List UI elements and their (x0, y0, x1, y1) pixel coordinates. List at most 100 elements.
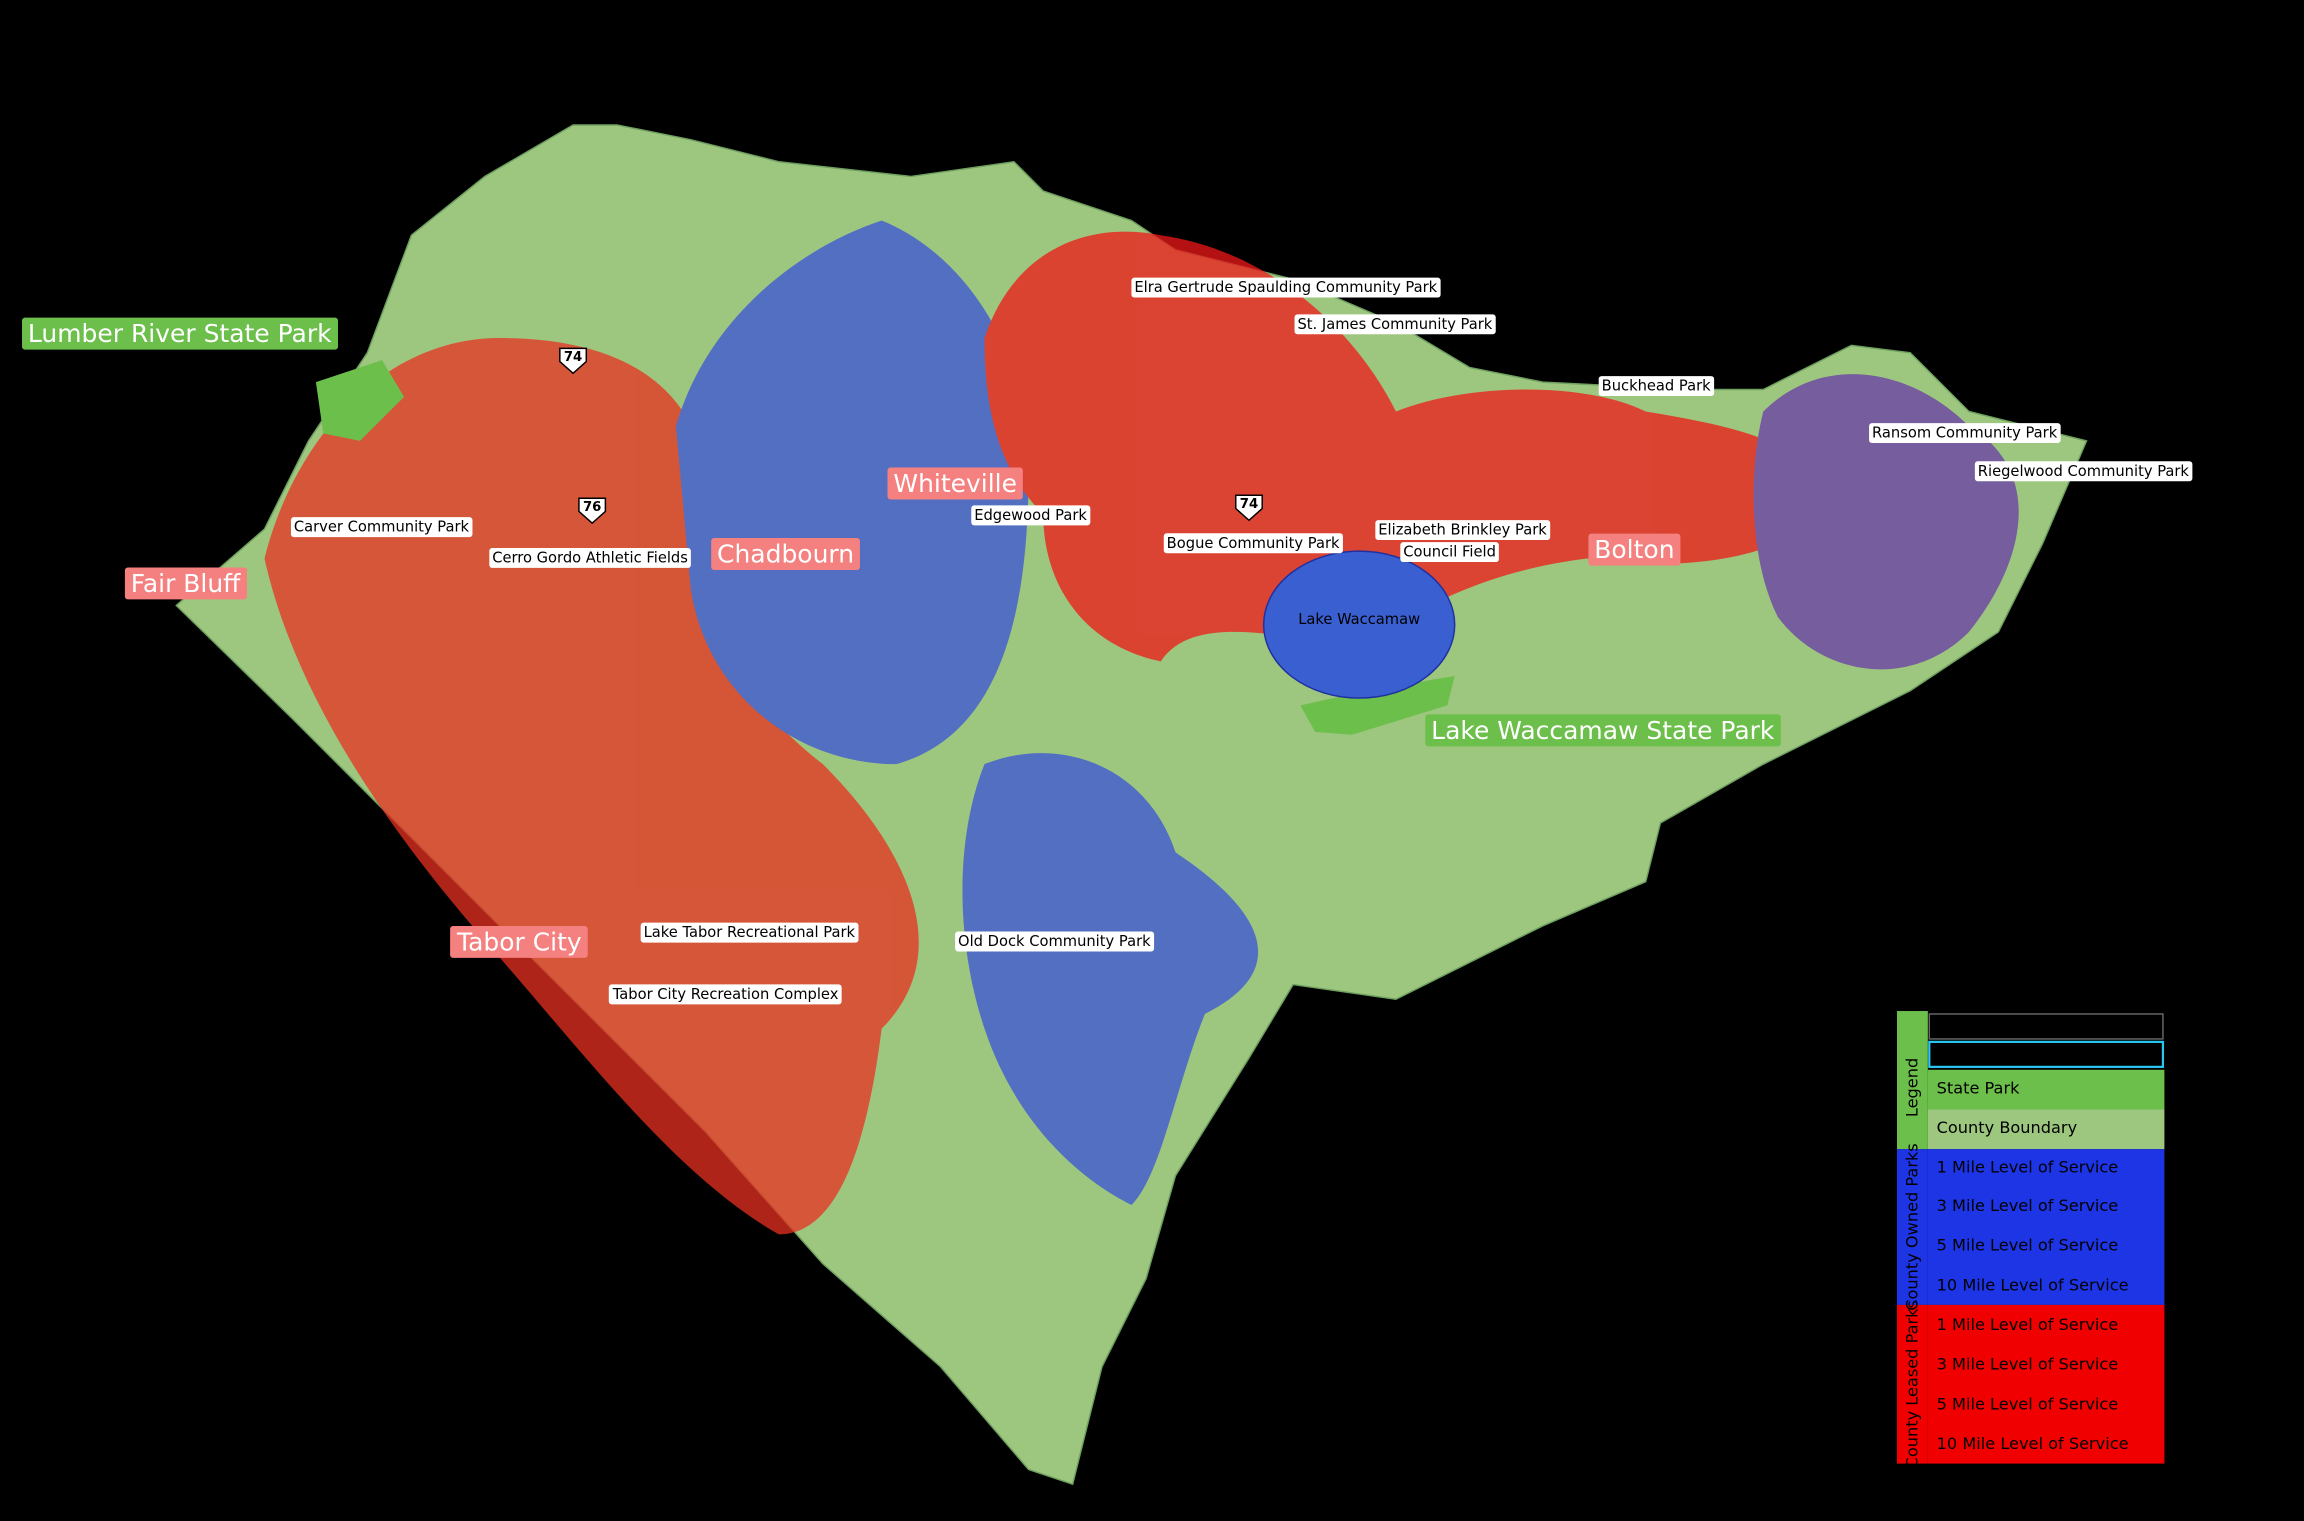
park-label-group: St. James Community Park (1294, 314, 1496, 335)
park-label-box (955, 931, 1155, 952)
state-park-area (1300, 676, 1455, 735)
park-label: Council Field (1403, 544, 1496, 561)
state-park-label-box (1425, 714, 1781, 747)
legend: Legend State Park County Boundary County Ow… (1896, 1011, 2165, 1468)
park-label: Elra Gertrude Spaulding Community Park (1134, 279, 1437, 296)
mixed-service-area (1753, 374, 2019, 670)
town-label-box (124, 567, 248, 600)
park-label-box (1163, 533, 1343, 554)
legend-item: 3 Mile Level of Service (1937, 1355, 2119, 1374)
park-label-group: Elra Gertrude Spaulding Community Park (1131, 277, 1441, 298)
legend-item: 5 Mile Level of Service (1937, 1394, 2119, 1413)
legend-item: 1 Mile Level of Service (1937, 1158, 2119, 1177)
park-label: Ransom Community Park (1872, 425, 2058, 442)
legend-swatch (1927, 1069, 2165, 1110)
park-label-box (1974, 461, 2193, 482)
park-label-group: Elizabeth Brinkley Park (1375, 520, 1551, 541)
park-label-box (290, 517, 473, 538)
labels: Lumber River State Park Lake Waccamaw Sta… (22, 277, 2193, 1005)
legend-strip (1896, 1011, 1928, 1150)
park-label: Cerro Gordo Athletic Fields (492, 549, 688, 566)
park-label: Old Dock Community Park (958, 933, 1151, 950)
town-label-box (887, 467, 1023, 500)
park-label-box (1131, 277, 1441, 298)
legend-title: Legend (1903, 1058, 1922, 1117)
highway-label: 74 (564, 350, 582, 365)
park-label-box (608, 984, 842, 1005)
park-label-box (1375, 520, 1551, 541)
state-park-label-box (22, 317, 338, 350)
park-label: Bogue Community Park (1167, 535, 1340, 552)
legend-group-label: County Leased Parks (1903, 1300, 1922, 1468)
town-label: Bolton (1594, 535, 1674, 564)
park-label: Tabor City Recreation Complex (612, 986, 839, 1003)
legend-item: 3 Mile Level of Service (1937, 1196, 2119, 1215)
state-park-label: Lumber River State Park (28, 319, 332, 348)
park-label: Lake Tabor Recreational Park (644, 924, 856, 941)
lake-label: Lake Waccamaw (1298, 611, 1420, 628)
park-label-box (971, 505, 1091, 526)
highway-shield (1235, 494, 1263, 522)
legend-strip (1896, 1149, 1928, 1305)
town-label: Whiteville (893, 469, 1017, 498)
park-label: Elizabeth Brinkley Park (1378, 522, 1547, 539)
town-label: Fair Bluff (131, 569, 241, 598)
park-label: Riegelwood Community Park (1978, 463, 2190, 480)
town-label-group: Chadbourn (711, 538, 860, 570)
state-park-label-group: Lake Waccamaw State Park (1425, 714, 1781, 747)
legend-item: 1 Mile Level of Service (1937, 1315, 2119, 1334)
owned-service-area (675, 220, 1029, 765)
owned-service-area (962, 753, 1259, 1205)
town-label-group: Bolton (1588, 533, 1681, 566)
state-park-label: Lake Waccamaw State Park (1431, 716, 1775, 745)
highway-shield (578, 497, 607, 525)
park-label-group: Cerro Gordo Athletic Fields (489, 547, 691, 568)
park-label: Carver Community Park (294, 519, 470, 536)
legend-swatch (1927, 1304, 2165, 1464)
park-label: Edgewood Park (974, 507, 1087, 524)
legend-swatch (1928, 1013, 2164, 1040)
legend-item: County Boundary (1937, 1118, 2078, 1137)
legend-item: State Park (1937, 1078, 2020, 1097)
park-label-box (1869, 423, 2061, 444)
state-park-label-group: Lumber River State Park (22, 317, 338, 350)
town-label-group: Fair Bluff (124, 567, 248, 600)
lake (1262, 550, 1456, 699)
park-label-box (1598, 376, 1715, 397)
town-label: Chadbourn (717, 540, 854, 569)
highway-label: 76 (583, 500, 601, 515)
highway-shield (559, 347, 588, 375)
highway-label: 74 (1240, 497, 1258, 512)
park-label-group: Council Field (1400, 542, 1499, 563)
park-label-group: Riegelwood Community Park (1974, 461, 2193, 482)
town-label-group: Whiteville (887, 467, 1023, 500)
legend-item: 5 Mile Level of Service (1937, 1236, 2119, 1255)
park-label-group: Old Dock Community Park (955, 931, 1155, 952)
park-label-box (489, 547, 691, 568)
leased-service-area (264, 338, 919, 1235)
park-label-group: Carver Community Park (290, 517, 473, 538)
town-label: Tabor City (456, 927, 582, 956)
legend-item: 10 Mile Level of Service (1937, 1434, 2129, 1453)
park-label: Buckhead Park (1602, 378, 1712, 395)
legend-group-label: County Owned Parks (1903, 1143, 1922, 1311)
park-label: St. James Community Park (1297, 316, 1492, 333)
town-label-box (450, 925, 588, 958)
park-label-box (1400, 542, 1499, 563)
park-label-box (1294, 314, 1496, 335)
legend-swatch (1927, 1109, 2165, 1150)
town-label-box (711, 538, 860, 570)
town-label-group: Tabor City (450, 925, 588, 958)
legend-item: 10 Mile Level of Service (1937, 1275, 2129, 1294)
park-label-group: Edgewood Park (971, 505, 1091, 526)
park-label-box (640, 922, 859, 943)
park-label-group: Lake Tabor Recreational Park (640, 922, 859, 943)
legend-swatch (1927, 1149, 2165, 1305)
town-label-box (1588, 533, 1681, 566)
park-label-group: Bogue Community Park (1163, 533, 1343, 554)
legend-strip (1896, 1304, 1928, 1464)
legend-swatch (1928, 1040, 2165, 1068)
park-label-group: Buckhead Park (1598, 376, 1715, 397)
